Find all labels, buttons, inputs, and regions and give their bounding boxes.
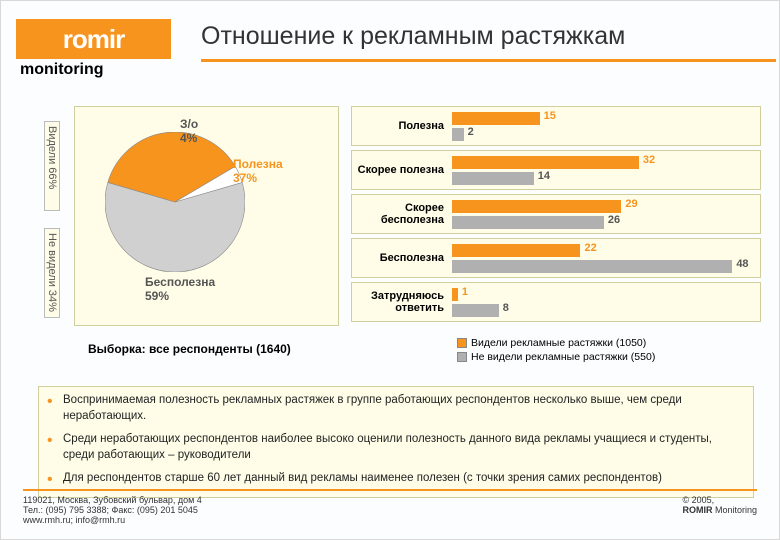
bar-value: 29 [625,198,637,210]
bar-series-b [452,216,604,229]
bar-series-a [452,288,458,301]
bullet-item: Воспринимаемая полезность рекламных раст… [47,393,745,424]
bar-series-b [452,128,464,141]
footer: 119021, Москва, Зубовский бульвар, дом 4… [23,489,757,529]
pie-panel: Бесполезна59% Полезна37% З/о4% [74,106,339,326]
pie-chart [105,132,245,272]
bar-row: Скорее бесполезна 29 26 [351,194,761,234]
bar-row: Полезна 15 2 [351,106,761,146]
footer-web: www.rmh.ru; info@rmh.ru [23,515,202,525]
bullet-list: Воспринимаемая полезность рекламных раст… [38,386,754,498]
bar-value: 32 [643,154,655,166]
bar-category-label: Скорее бесполезна [348,195,448,233]
vertical-label-notseen: Не видели 34% [44,228,60,318]
bar-value: 22 [584,242,596,254]
bullet-item: Для респондентов старше 60 лет данный ви… [47,471,745,487]
bar-series-b [452,260,732,273]
bar-series-a [452,112,540,125]
bar-value: 1 [462,286,468,298]
footer-copyright-brand: ROMIR [682,505,712,515]
legend-label: Видели рекламные растяжки (1050) [471,337,646,349]
legend-label: Не видели рекламные растяжки (550) [471,351,655,363]
bar-series-a [452,200,621,213]
bar-series-a [452,156,639,169]
bar-category-label: Полезна [348,107,448,145]
bullet-item: Среди неработающих респондентов наиболее… [47,432,745,463]
page-title: Отношение к рекламным растяжкам [201,22,625,51]
sample-line: Выборка: все респонденты (1640) [88,342,291,356]
title-rule [201,59,776,62]
bar-row: Скорее полезна 32 14 [351,150,761,190]
bar-series-a [452,244,580,257]
bar-value: 15 [544,110,556,122]
vertical-label-seen: Видели 66% [44,121,60,211]
pie-slice-label: Полезна37% [233,157,283,185]
bar-category-label: Скорее полезна [348,151,448,189]
logo-brand: romir [63,24,124,55]
bar-category-label: Бесполезна [348,239,448,277]
bar-value: 2 [468,126,474,138]
footer-phone: Тел.: (095) 795 3388; Факс: (095) 201 50… [23,505,202,515]
legend-item: Не видели рекламные растяжки (550) [457,351,655,363]
pie-slice-label: Бесполезна59% [145,275,215,303]
bar-legend: Видели рекламные растяжки (1050) Не видел… [457,337,761,365]
legend-item: Видели рекламные растяжки (1050) [457,337,646,349]
bar-value: 26 [608,214,620,226]
legend-swatch [457,352,467,362]
pie-slice-label: З/о4% [180,117,198,145]
bar-value: 14 [538,170,550,182]
bar-series-b [452,172,534,185]
footer-address: 119021, Москва, Зубовский бульвар, дом 4 [23,495,202,505]
bar-series-b [452,304,499,317]
legend-swatch [457,338,467,348]
footer-copyright-sub: Monitoring [712,505,757,515]
bar-value: 48 [736,258,748,270]
bar-value: 8 [503,302,509,314]
logo-sub: monitoring [20,61,764,79]
footer-copyright-year: © 2005, [682,495,714,505]
bar-row: Затрудняюсь ответить 1 8 [351,282,761,322]
logo-box: romir [16,19,171,59]
bar-chart: Полезна 15 2 Скорее полезна 32 14 Скорее беспо… [351,106,761,361]
bar-category-label: Затрудняюсь ответить [348,283,448,321]
bar-row: Бесполезна 22 48 [351,238,761,278]
